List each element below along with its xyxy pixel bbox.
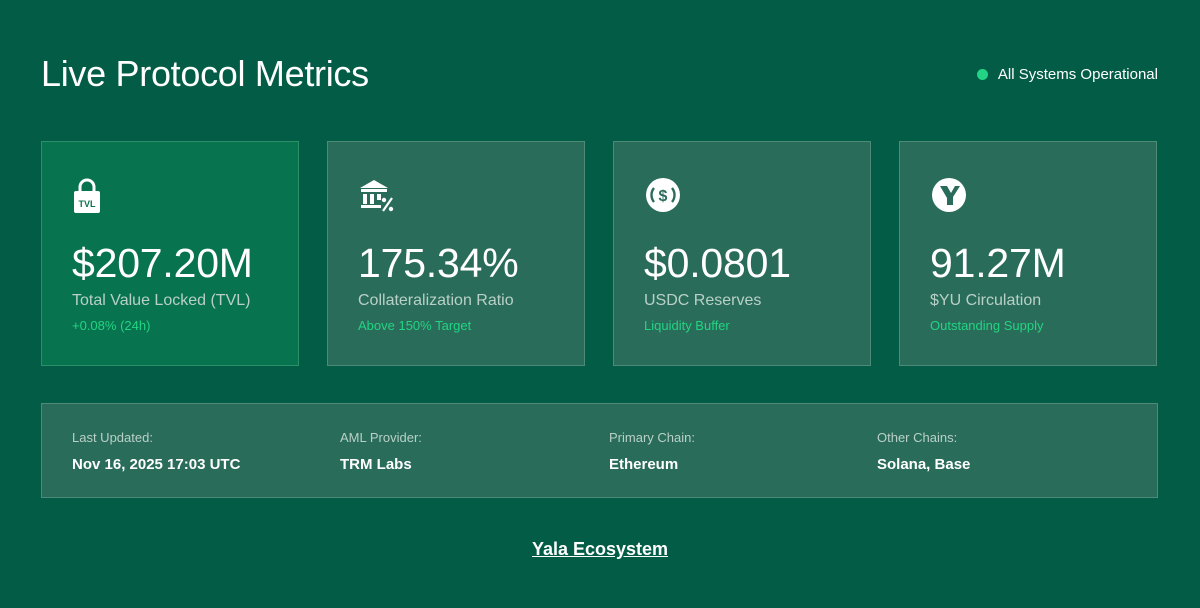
system-status: All Systems Operational <box>976 64 1158 84</box>
status-dot-icon <box>976 68 988 80</box>
tvl-icon-text: TVL <box>79 199 97 209</box>
metric-card-usdc: $ $0.0801 USDC Reserves Liquidity Buffer <box>613 141 871 366</box>
metric-sub: Above 150% Target <box>358 318 472 333</box>
yala-ecosystem-link[interactable]: Yala Ecosystem <box>531 539 669 559</box>
info-value: Ethereum <box>609 456 679 473</box>
metric-card-yu: 91.27M $YU Circulation Outstanding Suppl… <box>899 141 1157 366</box>
metric-sub: +0.08% (24h) <box>72 318 151 333</box>
metric-card-collateral: 175.34% Collateralization Ratio Above 15… <box>327 141 585 366</box>
yala-logo-icon <box>930 175 970 215</box>
info-last-updated: Last Updated: Nov 16, 2025 17:03 UTC <box>72 430 240 474</box>
info-aml-provider: AML Provider: TRM Labs <box>340 430 422 474</box>
info-label: Primary Chain: <box>609 430 695 445</box>
dollar-coin-icon: $ <box>644 175 684 215</box>
info-primary-chain: Primary Chain: Ethereum <box>609 430 695 474</box>
info-label: AML Provider: <box>340 430 422 445</box>
metric-card-tvl: TVL $207.20M Total Value Locked (TVL) +0… <box>41 141 299 366</box>
metric-label: Total Value Locked (TVL) <box>72 292 251 309</box>
metric-value: $207.20M <box>72 240 253 286</box>
info-other-chains: Other Chains: Solana, Base <box>877 430 970 474</box>
info-value: Nov 16, 2025 17:03 UTC <box>72 456 241 473</box>
metric-label: $YU Circulation <box>930 292 1042 309</box>
metric-cards: TVL $207.20M Total Value Locked (TVL) +0… <box>41 141 1158 366</box>
metric-value: $0.0801 <box>644 240 791 286</box>
status-text: All Systems Operational <box>997 65 1158 83</box>
metric-sub: Outstanding Supply <box>930 318 1044 333</box>
metric-value: 91.27M <box>930 240 1066 286</box>
info-value: TRM Labs <box>340 456 412 473</box>
info-panel: Last Updated: Nov 16, 2025 17:03 UTC AML… <box>41 403 1158 498</box>
info-label: Other Chains: <box>877 430 958 445</box>
lock-tvl-icon: TVL <box>72 175 112 215</box>
metric-label: USDC Reserves <box>644 292 762 309</box>
svg-text:$: $ <box>659 188 668 205</box>
info-label: Last Updated: <box>72 430 153 445</box>
metric-label: Collateralization Ratio <box>358 292 514 309</box>
metric-value: 175.34% <box>358 240 519 286</box>
bank-percent-icon <box>358 175 398 215</box>
page-title: Live Protocol Metrics <box>41 53 369 94</box>
info-value: Solana, Base <box>877 456 971 473</box>
metric-sub: Liquidity Buffer <box>644 318 730 333</box>
